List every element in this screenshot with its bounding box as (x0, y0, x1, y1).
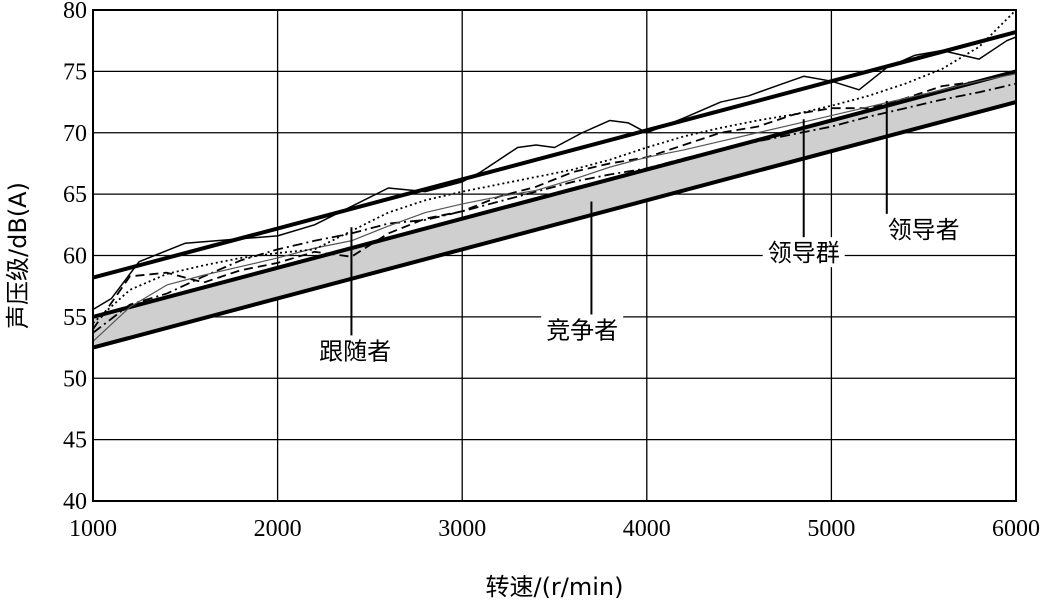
series-line (92, 100, 1017, 350)
series-line (92, 82, 1017, 334)
annotation-label: 跟随者 (319, 337, 391, 365)
x-tick-label: 5000 (807, 516, 855, 542)
annotations: 跟随者 竞争者 领导群 领导者 (314, 100, 965, 366)
series-line (92, 73, 1017, 342)
y-tick-label: 55 (63, 305, 87, 331)
x-tick-label: 1000 (69, 516, 117, 542)
annotation-background (541, 314, 624, 345)
annotation-background (314, 335, 397, 366)
tick-labels: 1000 2000 3000 4000 5000 6000 40 45 50 55 60 65 70 75… (63, 0, 1040, 542)
series-line (92, 69, 1017, 319)
x-axis-label: 转速/(r/min) (485, 573, 623, 601)
y-tick-label: 80 (63, 0, 87, 24)
y-tick-label: 70 (63, 121, 87, 147)
y-tick-label: 45 (63, 428, 87, 454)
x-tick-label: 6000 (992, 516, 1040, 542)
series-line (92, 9, 1017, 324)
shaded-band (93, 71, 1016, 348)
y-tick-label: 40 (63, 489, 87, 515)
grid-lines (92, 9, 1017, 502)
annotation-label: 领导群 (768, 239, 840, 267)
y-tick-label: 75 (63, 59, 87, 85)
series-line (92, 36, 1017, 311)
annotation-background (882, 213, 965, 244)
x-tick-label: 3000 (438, 516, 486, 542)
y-tick-label: 50 (63, 366, 87, 392)
annotation-label: 竞争者 (546, 317, 618, 345)
x-tick-label: 4000 (623, 516, 671, 542)
plot-frame (92, 9, 1017, 502)
series-lines (92, 9, 1017, 350)
y-tick-label: 60 (63, 244, 87, 270)
y-axis-label: 声压级/dB(A) (4, 182, 32, 329)
y-tick-label: 65 (63, 182, 87, 208)
annotation-background (762, 237, 845, 268)
series-line (92, 30, 1017, 280)
annotation-label: 领导者 (888, 216, 960, 244)
x-tick-label: 2000 (254, 516, 302, 542)
